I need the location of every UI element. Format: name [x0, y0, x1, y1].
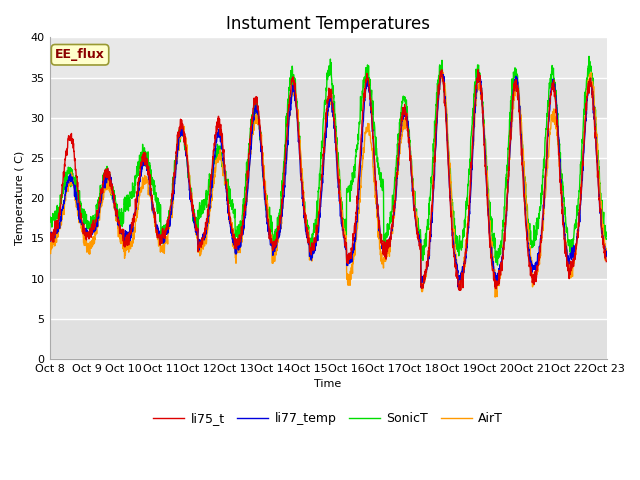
Bar	[49, 319, 607, 359]
AirT	[554, 137, 561, 143]
li77_temp	[417, 285, 425, 290]
AirT	[201, 241, 209, 247]
Line: li75_t: li75_t	[49, 70, 606, 290]
SonicT	[45, 215, 53, 221]
li77_temp	[602, 248, 610, 254]
Bar	[49, 278, 607, 319]
AirT	[569, 263, 577, 269]
Y-axis label: Temperature ( C): Temperature ( C)	[15, 151, 25, 245]
Bar	[49, 198, 607, 238]
SonicT	[201, 196, 209, 202]
AirT	[45, 248, 53, 254]
AirT	[344, 271, 352, 277]
Text: EE_flux: EE_flux	[55, 48, 105, 61]
li75_t	[554, 123, 561, 129]
Line: AirT: AirT	[49, 72, 606, 297]
AirT	[492, 294, 499, 300]
SonicT	[569, 242, 577, 248]
li77_temp	[554, 124, 561, 130]
Line: SonicT: SonicT	[49, 56, 606, 265]
SonicT	[356, 119, 364, 125]
li77_temp	[344, 252, 352, 258]
Bar	[49, 238, 607, 278]
li77_temp	[569, 254, 577, 260]
SonicT	[344, 188, 352, 194]
Legend: li75_t, li77_temp, SonicT, AirT: li75_t, li77_temp, SonicT, AirT	[148, 407, 508, 430]
li75_t	[344, 252, 352, 258]
li75_t	[45, 237, 53, 243]
Title: Instument Temperatures: Instument Temperatures	[226, 15, 430, 33]
li75_t	[201, 231, 209, 237]
SonicT	[585, 53, 593, 59]
li75_t	[356, 155, 364, 161]
li75_t	[490, 276, 498, 281]
li77_temp	[201, 231, 209, 237]
Bar	[49, 37, 607, 78]
li75_t	[456, 288, 463, 293]
SonicT	[493, 262, 501, 268]
Bar	[49, 158, 607, 198]
li77_temp	[490, 271, 498, 277]
AirT	[490, 267, 498, 273]
Bar	[49, 78, 607, 118]
li75_t	[602, 259, 610, 264]
X-axis label: Time: Time	[314, 379, 342, 389]
AirT	[439, 70, 447, 75]
li77_temp	[356, 170, 364, 176]
AirT	[356, 198, 364, 204]
li77_temp	[45, 233, 53, 239]
SonicT	[602, 236, 610, 242]
Line: li77_temp: li77_temp	[49, 72, 606, 288]
AirT	[602, 246, 610, 252]
li77_temp	[437, 69, 445, 74]
Bar	[49, 118, 607, 158]
li75_t	[474, 67, 482, 72]
li75_t	[569, 262, 577, 267]
SonicT	[554, 112, 561, 118]
SonicT	[490, 235, 497, 241]
